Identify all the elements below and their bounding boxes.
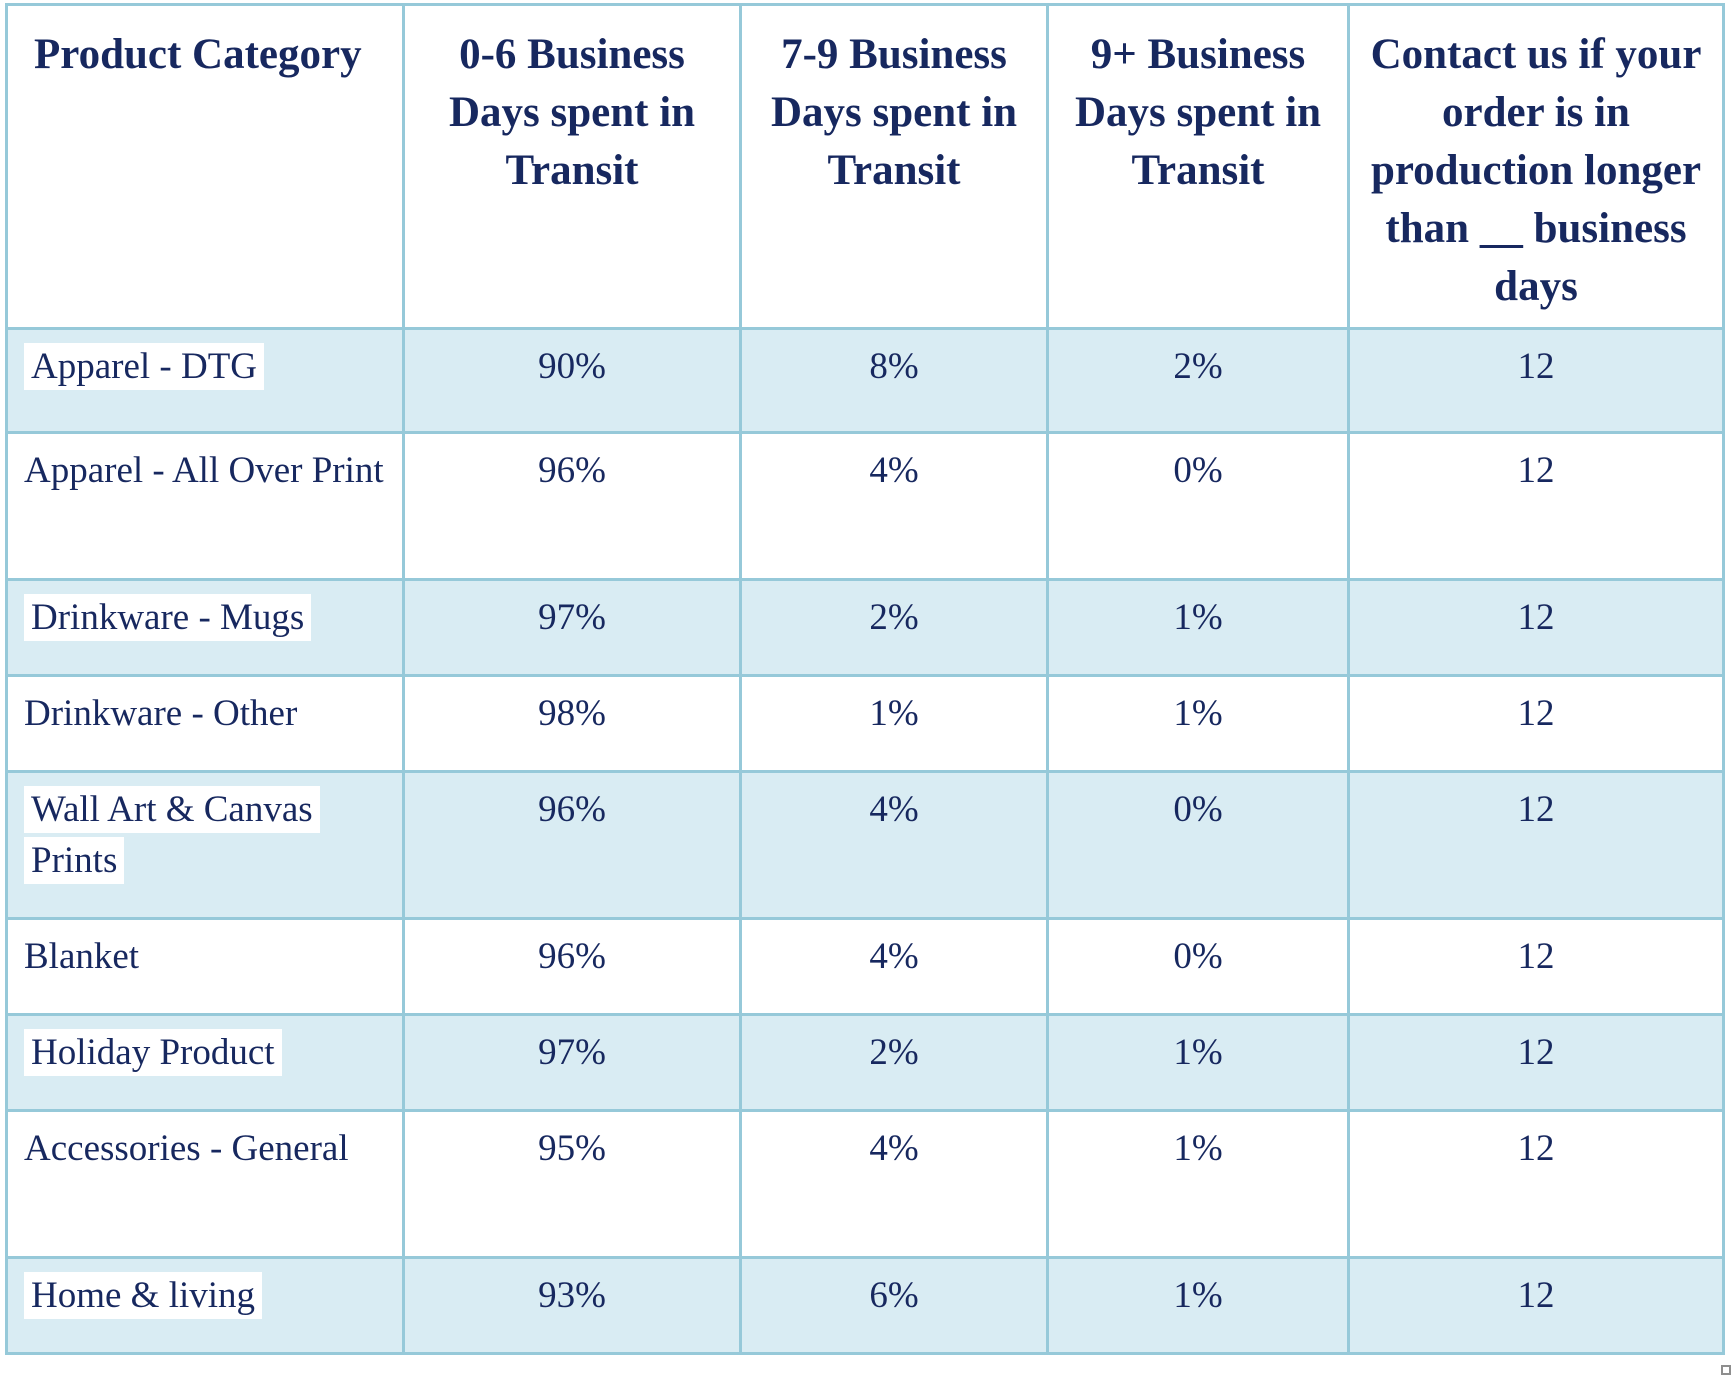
table-row: Wall Art & Canvas Prints 96% 4% 0% 12 <box>5 770 1725 921</box>
table-row: Accessories - General 95% 4% 1% 12 <box>5 1109 1725 1260</box>
table-resize-handle[interactable] <box>1721 1365 1731 1375</box>
transit-0-6-cell: 96% <box>402 770 742 921</box>
contact-days-cell: 12 <box>1347 917 1725 1017</box>
transit-9-plus-cell: 0% <box>1046 917 1350 1017</box>
category-cell: Blanket <box>5 917 405 1017</box>
transit-0-6-cell: 95% <box>402 1109 742 1260</box>
table-row: Holiday Product 97% 2% 1% 12 <box>5 1013 1725 1113</box>
table-row: Apparel - DTG 90% 8% 2% 12 <box>5 327 1725 435</box>
contact-days-cell: 12 <box>1347 674 1725 774</box>
category-label: Drinkware - Mugs <box>24 594 312 642</box>
table-row: Drinkware - Other 98% 1% 1% 12 <box>5 674 1725 774</box>
category-label: Apparel - All Over Print <box>24 450 384 492</box>
transit-7-9-cell: 4% <box>739 917 1049 1017</box>
contact-days-cell: 12 <box>1347 1256 1725 1356</box>
transit-9-plus-cell: 1% <box>1046 1109 1350 1260</box>
contact-days-cell: 12 <box>1347 431 1725 582</box>
column-header-0-6-days: 0-6 Business Days spent in Transit <box>402 2 742 331</box>
category-cell: Holiday Product <box>5 1013 405 1113</box>
contact-days-cell: 12 <box>1347 770 1725 921</box>
transit-0-6-cell: 93% <box>402 1256 742 1356</box>
column-header-7-9-days: 7-9 Business Days spent in Transit <box>739 2 1049 331</box>
contact-days-cell: 12 <box>1347 1109 1725 1260</box>
category-cell: Drinkware - Mugs <box>5 578 405 678</box>
table-header-row: Product Category 0-6 Business Days spent… <box>5 2 1725 331</box>
transit-9-plus-cell: 0% <box>1046 431 1350 582</box>
category-label: Blanket <box>24 936 140 978</box>
transit-7-9-cell: 4% <box>739 770 1049 921</box>
contact-days-cell: 12 <box>1347 1013 1725 1113</box>
transit-9-plus-cell: 1% <box>1046 674 1350 774</box>
category-cell: Accessories - General <box>5 1109 405 1260</box>
transit-0-6-cell: 96% <box>402 917 742 1017</box>
contact-days-cell: 12 <box>1347 578 1725 678</box>
transit-7-9-cell: 6% <box>739 1256 1049 1356</box>
table-row: Drinkware - Mugs 97% 2% 1% 12 <box>5 578 1725 678</box>
transit-9-plus-cell: 1% <box>1046 1256 1350 1356</box>
category-label: Accessories - General <box>24 1128 349 1170</box>
transit-9-plus-cell: 1% <box>1046 578 1350 678</box>
table-row: Apparel - All Over Print 96% 4% 0% 12 <box>5 431 1725 582</box>
table-row: Blanket 96% 4% 0% 12 <box>5 917 1725 1017</box>
category-label: Drinkware - Other <box>24 693 298 735</box>
category-label: Holiday Product <box>24 1029 282 1077</box>
transit-7-9-cell: 2% <box>739 578 1049 678</box>
transit-7-9-cell: 4% <box>739 431 1049 582</box>
column-header-product-category: Product Category <box>5 2 405 331</box>
transit-9-plus-cell: 0% <box>1046 770 1350 921</box>
transit-0-6-cell: 98% <box>402 674 742 774</box>
transit-times-table: Product Category 0-6 Business Days spent… <box>5 2 1725 1356</box>
category-cell: Drinkware - Other <box>5 674 405 774</box>
column-header-contact: Contact us if your order is in productio… <box>1347 2 1725 331</box>
category-label: Home & living <box>24 1272 263 1320</box>
category-cell: Home & living <box>5 1256 405 1356</box>
transit-7-9-cell: 4% <box>739 1109 1049 1260</box>
transit-7-9-cell: 1% <box>739 674 1049 774</box>
transit-0-6-cell: 90% <box>402 327 742 435</box>
transit-9-plus-cell: 1% <box>1046 1013 1350 1113</box>
table-row: Home & living 93% 6% 1% 12 <box>5 1256 1725 1356</box>
contact-days-cell: 12 <box>1347 327 1725 435</box>
category-cell: Apparel - DTG <box>5 327 405 435</box>
transit-7-9-cell: 8% <box>739 327 1049 435</box>
transit-9-plus-cell: 2% <box>1046 327 1350 435</box>
transit-0-6-cell: 96% <box>402 431 742 582</box>
category-label: Apparel - DTG <box>24 343 265 391</box>
transit-0-6-cell: 97% <box>402 578 742 678</box>
category-cell: Wall Art & Canvas Prints <box>5 770 405 921</box>
category-cell: Apparel - All Over Print <box>5 431 405 582</box>
column-header-9-plus-days: 9+ Business Days spent in Transit <box>1046 2 1350 331</box>
category-label: Wall Art & Canvas Prints <box>24 786 320 885</box>
transit-0-6-cell: 97% <box>402 1013 742 1113</box>
transit-7-9-cell: 2% <box>739 1013 1049 1113</box>
